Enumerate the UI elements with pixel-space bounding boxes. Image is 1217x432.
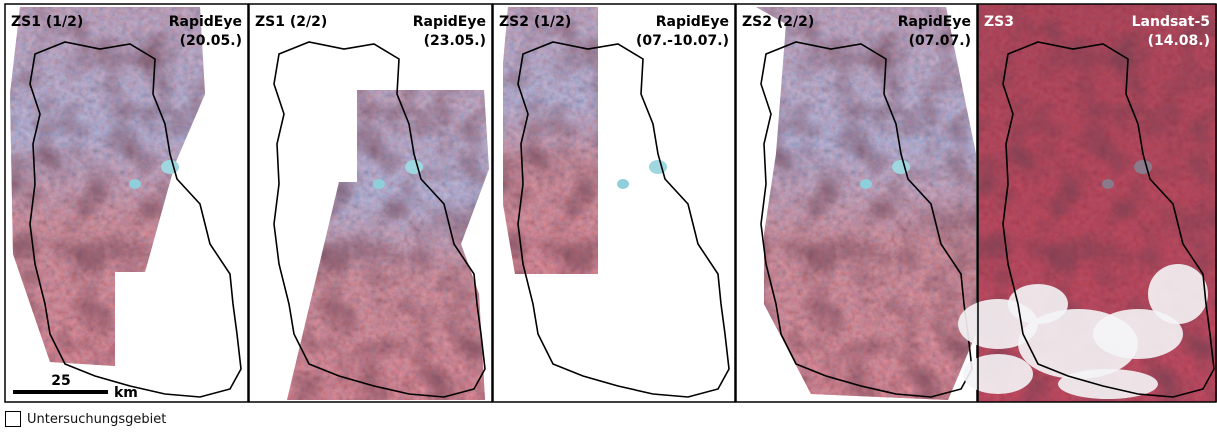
- stage-label: ZS2 (2/2): [742, 14, 814, 30]
- sensor-label: RapidEye: [656, 14, 729, 30]
- date-label: (07.07.): [909, 33, 971, 49]
- date-label: (14.08.): [1148, 33, 1210, 49]
- sensor-label: RapidEye: [413, 14, 486, 30]
- stage-label: ZS1 (1/2): [11, 14, 83, 30]
- scale-distance: 25: [51, 373, 70, 389]
- sensor-label: Landsat-5: [1132, 14, 1210, 30]
- map-panel: ZS2 (1/2) RapidEye (07.-10.07.): [493, 4, 735, 402]
- lake: [161, 160, 179, 174]
- lake: [129, 179, 141, 189]
- image-dark-areas: [503, 7, 598, 274]
- cloud: [963, 354, 1033, 394]
- lake: [1102, 179, 1114, 189]
- legend-label: Untersuchungsgebiet: [27, 412, 166, 427]
- scale-unit: km: [114, 385, 138, 401]
- lake: [649, 160, 667, 174]
- figure: ZS1 (1/2) RapidEye (20.05.) 25 km ZS1 (2/2) Ra…: [0, 0, 1217, 432]
- map-panel: ZS3 Landsat-5 (14.08.): [958, 4, 1217, 402]
- image-dark-areas: [756, 7, 976, 400]
- legend-swatch: [5, 411, 21, 427]
- map-panels: ZS1 (1/2) RapidEye (20.05.) 25 km ZS1 (2/2) Ra…: [0, 0, 1217, 408]
- cloud: [1148, 264, 1208, 324]
- date-label: (23.05.): [424, 33, 486, 49]
- sensor-label: RapidEye: [169, 14, 242, 30]
- date-label: (20.05.): [180, 33, 242, 49]
- lake: [892, 160, 910, 174]
- map-panel: ZS2 (2/2) RapidEye (07.07.): [736, 4, 977, 402]
- stage-label: ZS1 (2/2): [255, 14, 327, 30]
- lake: [373, 179, 385, 189]
- lake: [617, 179, 629, 189]
- date-label: (07.-10.07.): [636, 33, 729, 49]
- lake: [860, 179, 872, 189]
- stage-label: ZS2 (1/2): [499, 14, 571, 30]
- lake: [1134, 160, 1152, 174]
- map-panel: ZS1 (1/2) RapidEye (20.05.) 25 km: [5, 4, 248, 402]
- legend: Untersuchungsgebiet: [5, 410, 166, 428]
- lake: [405, 160, 423, 174]
- stage-label: ZS3: [984, 14, 1014, 30]
- sensor-label: RapidEye: [898, 14, 971, 30]
- map-panel: ZS1 (2/2) RapidEye (23.05.): [249, 4, 492, 402]
